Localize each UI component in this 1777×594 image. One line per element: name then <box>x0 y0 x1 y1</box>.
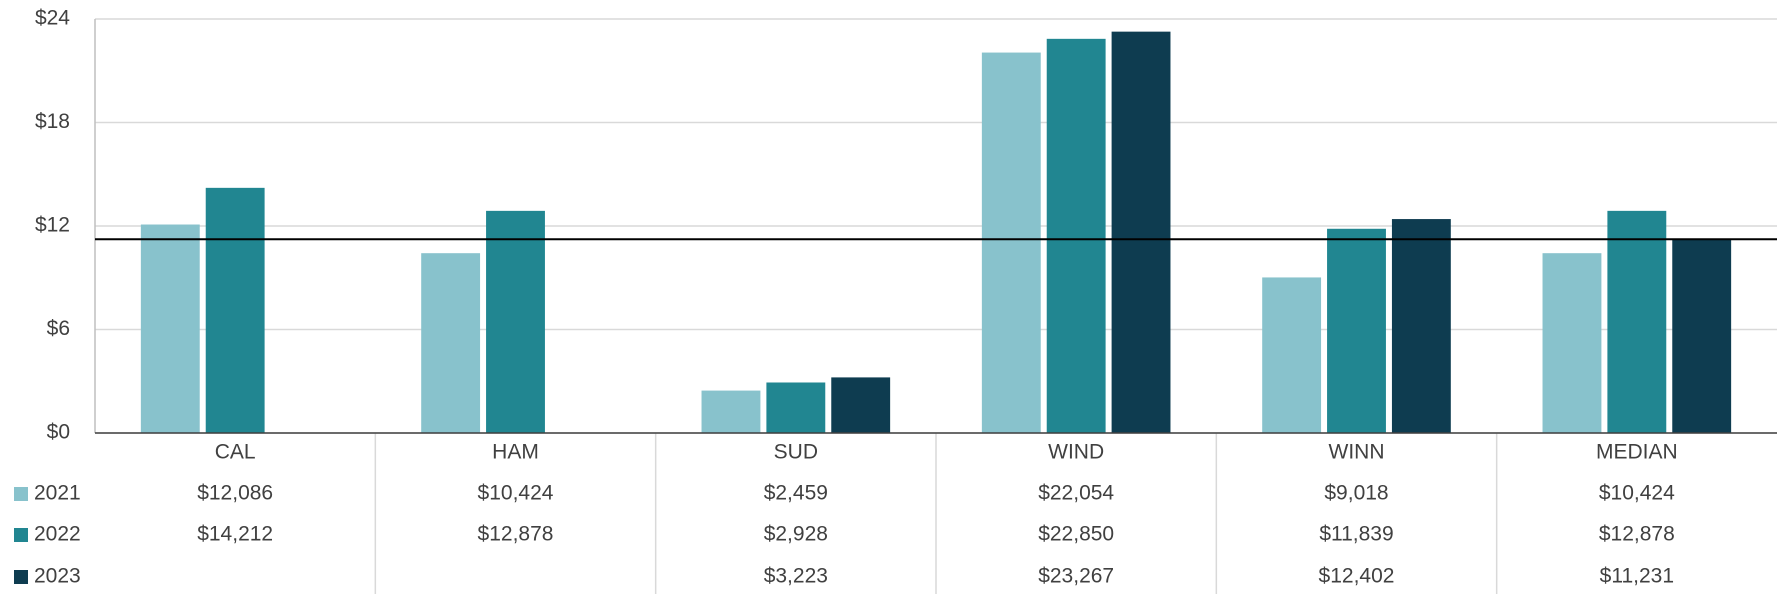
data-table-value: $2,928 <box>764 523 828 546</box>
data-table-value: $22,054 <box>1038 482 1114 505</box>
legend-label: 2022 <box>34 523 81 546</box>
bar <box>1111 31 1171 433</box>
bar <box>1046 38 1106 434</box>
bar <box>1327 228 1386 433</box>
bar <box>140 224 200 433</box>
x-tick-label: WINN <box>1329 441 1385 464</box>
data-table-value: $12,086 <box>197 482 273 505</box>
x-tick-label: HAM <box>492 441 539 464</box>
x-tick-label: CAL <box>215 441 256 464</box>
bar <box>1672 239 1732 433</box>
data-table-value: $12,402 <box>1319 565 1395 588</box>
data-table-value: $11,839 <box>1319 523 1393 546</box>
y-tick-label: $18 <box>35 110 70 133</box>
data-table-value: $10,424 <box>478 482 554 505</box>
y-tick-label: $6 <box>47 317 70 340</box>
legend-label: 2021 <box>34 482 81 505</box>
bar <box>1607 210 1667 433</box>
data-table-value: $10,424 <box>1599 482 1675 505</box>
bar <box>421 253 481 433</box>
data-table-value: $3,223 <box>764 565 828 588</box>
y-tick-label: $24 <box>35 7 70 30</box>
data-table-value: $22,850 <box>1038 523 1114 546</box>
bar <box>766 382 826 433</box>
x-tick-label: MEDIAN <box>1596 441 1678 464</box>
x-tick-label: SUD <box>774 441 818 464</box>
bar <box>981 52 1041 433</box>
bar <box>1391 219 1451 433</box>
bar <box>1542 253 1602 433</box>
bar <box>1262 277 1322 433</box>
legend-swatch <box>14 487 28 501</box>
bar <box>205 187 265 433</box>
data-table-value: $9,018 <box>1324 482 1388 505</box>
data-table-value: $12,878 <box>478 523 554 546</box>
data-table-value: $11,231 <box>1600 565 1674 588</box>
legend-label: 2023 <box>34 565 81 588</box>
data-table-value: $14,212 <box>197 523 273 546</box>
bar <box>486 210 545 433</box>
legend-swatch <box>14 528 28 542</box>
legend-swatch <box>14 570 28 584</box>
data-table-value: $12,878 <box>1599 523 1675 546</box>
y-tick-label: $12 <box>35 214 70 237</box>
data-table-value: $23,267 <box>1038 565 1114 588</box>
data-table-value: $2,459 <box>764 482 828 505</box>
bar <box>831 377 891 433</box>
bar <box>701 390 761 433</box>
y-tick-label: $0 <box>47 421 70 444</box>
x-tick-label: WIND <box>1048 441 1104 464</box>
